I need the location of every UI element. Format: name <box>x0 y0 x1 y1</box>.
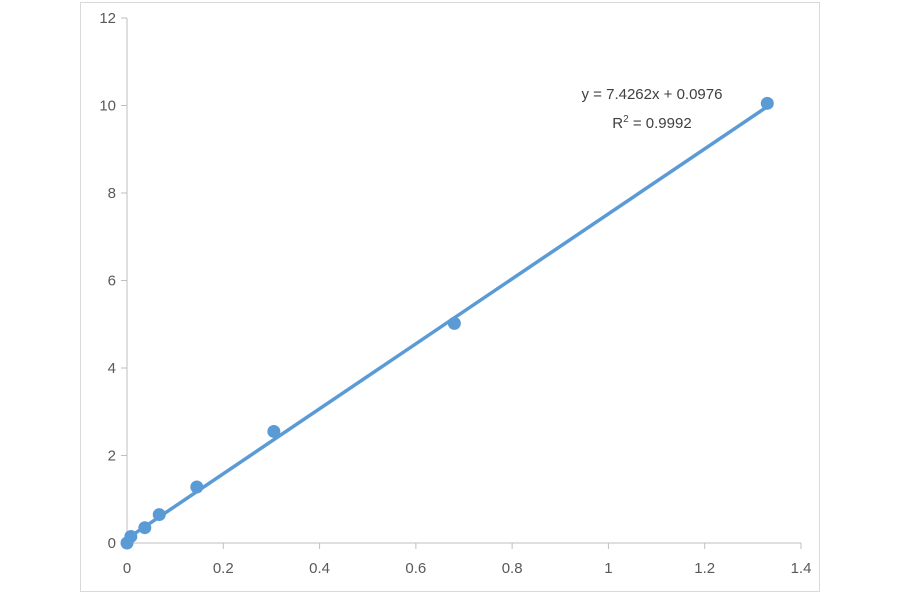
data-point <box>138 521 152 535</box>
x-tick-label: 0.4 <box>309 560 330 577</box>
data-point <box>447 316 461 330</box>
r-squared-label: R2 = 0.9992 <box>612 114 691 132</box>
y-tick-label: 10 <box>99 98 116 115</box>
r-squared-prefix: R <box>612 115 623 132</box>
data-point <box>190 480 204 494</box>
r-squared-superscript: 2 <box>623 114 629 125</box>
x-tick-label: 0.8 <box>502 560 523 577</box>
r-squared-value: = 0.9992 <box>629 115 692 132</box>
tick-labels: 0 2 4 6 8 10 12 0 0.2 0.4 0.6 0.8 1 1.2 1.4 <box>99 10 811 577</box>
y-tick-label: 4 <box>108 360 116 377</box>
y-tick-label: 8 <box>108 185 116 202</box>
x-tick-label: 0.2 <box>213 560 234 577</box>
data-points <box>120 96 774 550</box>
y-tick-label: 6 <box>108 273 116 290</box>
trendline-equation: y = 7.4262x + 0.0976 <box>582 86 723 103</box>
trendline-group <box>125 104 770 541</box>
x-tick-label: 1 <box>604 560 612 577</box>
y-tick-label: 2 <box>108 448 116 465</box>
trendline <box>125 104 770 541</box>
data-point <box>124 529 138 543</box>
chart-frame <box>80 2 820 592</box>
x-tick-label: 0 <box>123 560 131 577</box>
data-point <box>267 424 281 438</box>
x-tick-label: 1.2 <box>694 560 715 577</box>
x-tick-label: 1.4 <box>791 560 812 577</box>
x-tick-label: 0.6 <box>405 560 426 577</box>
y-tick-label: 0 <box>108 535 116 552</box>
data-point <box>152 508 166 522</box>
y-tick-label: 12 <box>99 10 116 27</box>
data-point <box>760 96 774 110</box>
